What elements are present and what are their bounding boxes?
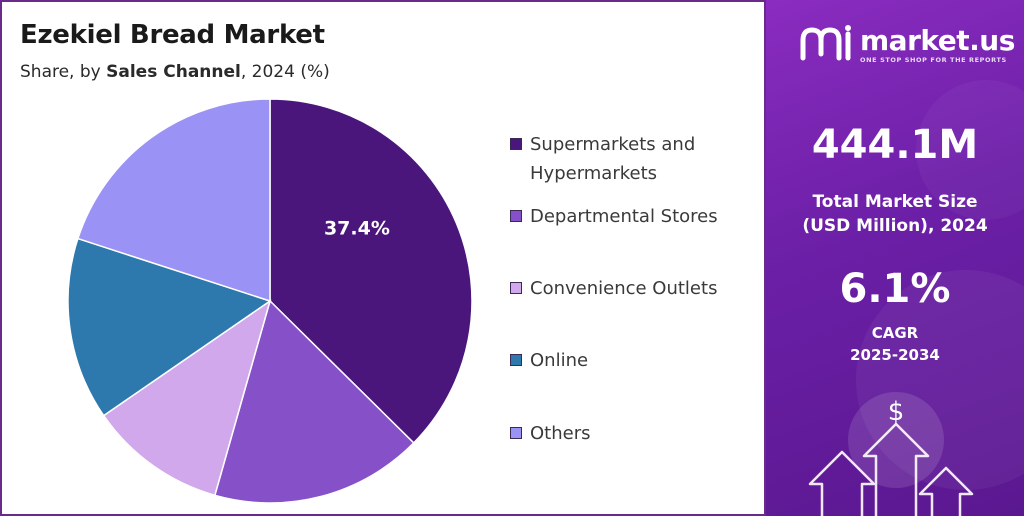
legend-label: Supermarkets and Hypermarkets [530, 130, 695, 188]
legend-swatch [510, 354, 522, 366]
summary-panel: $ market.us ONE STOP SHOP FOR THE REPORT… [766, 0, 1024, 516]
pie-slice-others [76, 98, 271, 303]
legend-label-line2: Hypermarkets [530, 163, 658, 184]
cagr-label-line2: 2025-2034 [850, 346, 940, 364]
legend-label: Departmental Stores [530, 206, 718, 227]
market-size-label-line1: Total Market Size [812, 192, 978, 212]
legend-label-line1: Supermarkets and [530, 134, 696, 155]
market-us-logo-mark [800, 25, 851, 61]
market-size-label: Total Market Size (USD Million), 2024 [766, 190, 1024, 238]
market-size-value: 444.1M [811, 122, 979, 168]
chart-panel: Ezekiel Bread Market Share, by Sales Cha… [0, 0, 766, 516]
legend-swatch [510, 210, 522, 222]
brand-tagline: ONE STOP SHOP FOR THE REPORTS [860, 56, 1007, 64]
pie-slice-convenience-outlets [102, 299, 272, 497]
growth-arrows-icon: $ [808, 80, 1024, 516]
subtitle-suffix: , 2024 (%) [240, 62, 330, 82]
market-size-label-line2: (USD Million), 2024 [802, 216, 988, 236]
chart-title: Ezekiel Bread Market [20, 20, 325, 50]
subtitle-dimension: Sales Channel [106, 62, 241, 82]
cagr-label: CAGR 2025-2034 [766, 322, 1024, 366]
legend-swatch [510, 282, 522, 294]
pie-slice-supermarkets-and-hypermarkets [269, 98, 473, 445]
legend-label: Others [530, 423, 591, 444]
cagr-label-line1: CAGR [871, 324, 919, 342]
legend-label: Online [530, 350, 589, 371]
pie-chart: 37.4% [67, 98, 473, 504]
pie-slice-online [67, 237, 272, 417]
legend-label: Convenience Outlets [530, 278, 718, 299]
cagr-value: 6.1% [839, 266, 951, 312]
chart-subtitle: Share, by Sales Channel, 2024 (%) [20, 62, 330, 82]
subtitle-prefix: Share, by [20, 62, 101, 82]
legend-swatch [510, 427, 522, 439]
dollar-symbol: $ [888, 397, 905, 427]
legend-swatch [510, 138, 522, 150]
pie-slice-departmental-stores [213, 299, 415, 504]
brand-name: market.us [860, 24, 1015, 57]
pie-data-label: 37.4% [324, 218, 390, 240]
